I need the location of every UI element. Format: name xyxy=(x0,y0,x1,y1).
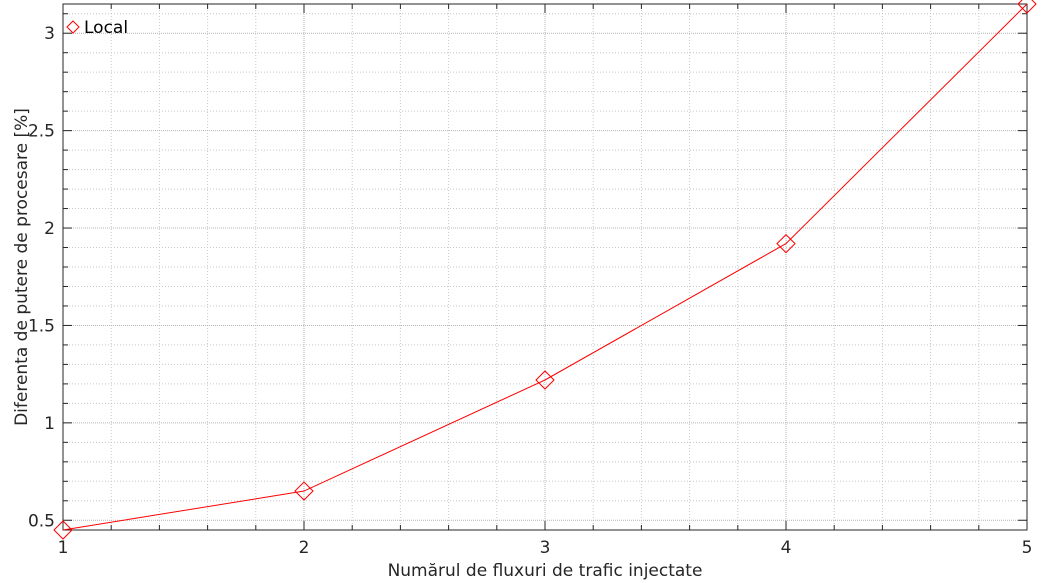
data-point-marker xyxy=(1017,0,1037,14)
y-tick-label: 1.5 xyxy=(28,316,55,336)
data-point-marker xyxy=(294,481,314,501)
x-tick-label: 4 xyxy=(781,538,792,558)
data-point-marker xyxy=(535,370,555,390)
y-tick-label: 2 xyxy=(44,219,55,239)
y-tick-label: 3 xyxy=(44,24,55,44)
data-point-marker xyxy=(53,520,73,540)
x-tick-label: 2 xyxy=(299,538,310,558)
series-line xyxy=(62,3,1028,531)
x-axis-title: Numărul de fluxuri de trafic injectate xyxy=(388,561,703,581)
minor-grid xyxy=(63,4,1027,530)
legend: Local xyxy=(66,18,128,38)
legend-marker-diamond-icon xyxy=(66,20,80,34)
y-tick-label: 2.5 xyxy=(28,122,55,142)
x-tick-labels: 1 2 3 4 5 xyxy=(58,538,1033,558)
x-tick-label: 1 xyxy=(58,538,69,558)
series-layer xyxy=(53,0,1037,540)
y-axis-title: Diferenta de putere de procesare [%] xyxy=(12,108,32,426)
y-tick-labels: 0.5 1 1.5 2 2.5 3 xyxy=(28,24,55,531)
legend-label: Local xyxy=(84,18,128,38)
y-tick-label: 1 xyxy=(44,414,55,434)
y-tick-label: 0.5 xyxy=(28,511,55,531)
data-point-marker xyxy=(776,233,796,254)
x-tick-label: 3 xyxy=(540,538,551,558)
axis-ticks xyxy=(62,4,1028,530)
x-tick-label: 5 xyxy=(1022,538,1033,558)
